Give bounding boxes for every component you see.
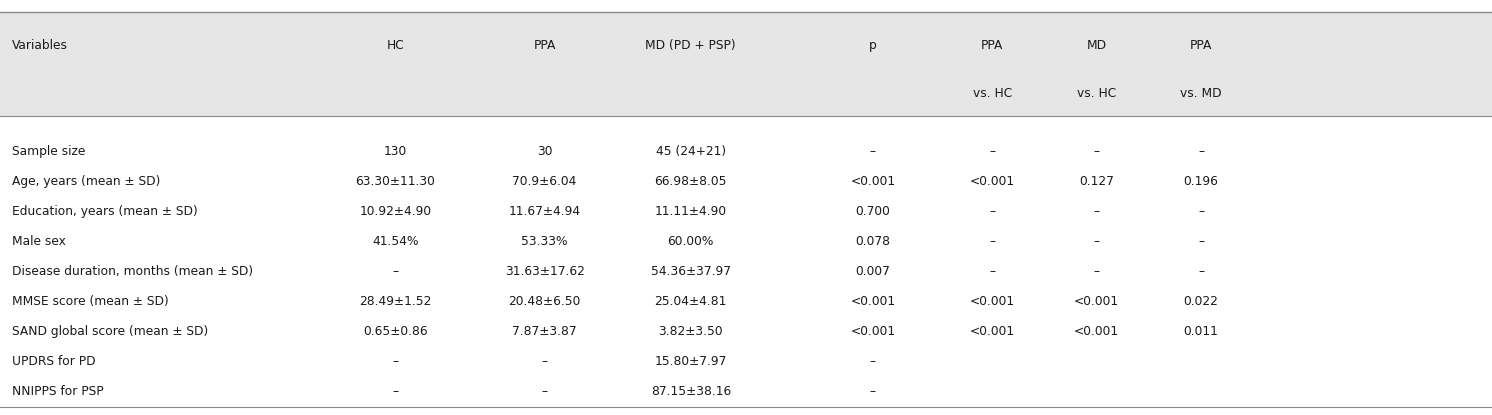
Text: 0.007: 0.007 — [855, 265, 891, 278]
Text: –: – — [392, 265, 398, 278]
Text: 11.67±4.94: 11.67±4.94 — [509, 205, 580, 218]
Text: NNIPPS for PSP: NNIPPS for PSP — [12, 385, 103, 398]
Text: PPA: PPA — [982, 39, 1003, 52]
Text: vs. HC: vs. HC — [973, 87, 1012, 100]
Text: Sample size: Sample size — [12, 145, 85, 159]
Text: 10.92±4.90: 10.92±4.90 — [360, 205, 431, 218]
Text: vs. MD: vs. MD — [1180, 87, 1222, 100]
Text: 0.011: 0.011 — [1183, 325, 1219, 338]
Bar — [0, 12, 1492, 116]
Text: 53.33%: 53.33% — [521, 235, 568, 248]
Text: 70.9±6.04: 70.9±6.04 — [512, 176, 577, 188]
Text: 0.078: 0.078 — [855, 235, 891, 248]
Text: –: – — [1094, 235, 1100, 248]
Text: <0.001: <0.001 — [970, 325, 1015, 338]
Text: <0.001: <0.001 — [850, 295, 895, 308]
Text: –: – — [989, 205, 995, 218]
Text: Age, years (mean ± SD): Age, years (mean ± SD) — [12, 176, 160, 188]
Text: –: – — [1198, 145, 1204, 159]
Text: –: – — [542, 355, 548, 368]
Text: Variables: Variables — [12, 39, 69, 52]
Text: –: – — [1094, 265, 1100, 278]
Text: MD (PD + PSP): MD (PD + PSP) — [646, 39, 736, 52]
Text: <0.001: <0.001 — [850, 325, 895, 338]
Text: 41.54%: 41.54% — [372, 235, 419, 248]
Text: –: – — [1094, 145, 1100, 159]
Text: UPDRS for PD: UPDRS for PD — [12, 355, 95, 368]
Text: –: – — [989, 265, 995, 278]
Text: –: – — [1198, 235, 1204, 248]
Text: 0.127: 0.127 — [1079, 176, 1115, 188]
Text: –: – — [989, 145, 995, 159]
Text: vs. HC: vs. HC — [1077, 87, 1116, 100]
Text: 45 (24+21): 45 (24+21) — [655, 145, 727, 159]
Text: 63.30±11.30: 63.30±11.30 — [355, 176, 436, 188]
Text: 130: 130 — [383, 145, 407, 159]
Text: 87.15±38.16: 87.15±38.16 — [651, 385, 731, 398]
Text: MMSE score (mean ± SD): MMSE score (mean ± SD) — [12, 295, 169, 308]
Text: –: – — [542, 385, 548, 398]
Text: –: – — [870, 355, 876, 368]
Text: 7.87±3.87: 7.87±3.87 — [512, 325, 577, 338]
Text: Disease duration, months (mean ± SD): Disease duration, months (mean ± SD) — [12, 265, 254, 278]
Text: 66.98±8.05: 66.98±8.05 — [655, 176, 727, 188]
Text: –: – — [1094, 205, 1100, 218]
Text: 60.00%: 60.00% — [667, 235, 715, 248]
Text: 28.49±1.52: 28.49±1.52 — [360, 295, 431, 308]
Text: 0.196: 0.196 — [1183, 176, 1219, 188]
Text: 15.80±7.97: 15.80±7.97 — [655, 355, 727, 368]
Text: 25.04±4.81: 25.04±4.81 — [655, 295, 727, 308]
Text: Male sex: Male sex — [12, 235, 66, 248]
Text: <0.001: <0.001 — [970, 295, 1015, 308]
Text: 11.11±4.90: 11.11±4.90 — [655, 205, 727, 218]
Text: MD: MD — [1086, 39, 1107, 52]
Text: –: – — [870, 385, 876, 398]
Text: <0.001: <0.001 — [970, 176, 1015, 188]
Text: –: – — [392, 385, 398, 398]
Text: 30: 30 — [537, 145, 552, 159]
Text: –: – — [1198, 205, 1204, 218]
Text: 20.48±6.50: 20.48±6.50 — [509, 295, 580, 308]
Text: PPA: PPA — [534, 39, 555, 52]
Text: –: – — [989, 235, 995, 248]
Text: PPA: PPA — [1191, 39, 1212, 52]
Text: Education, years (mean ± SD): Education, years (mean ± SD) — [12, 205, 197, 218]
Text: SAND global score (mean ± SD): SAND global score (mean ± SD) — [12, 325, 209, 338]
Text: –: – — [870, 145, 876, 159]
Text: <0.001: <0.001 — [1074, 325, 1119, 338]
Text: 31.63±17.62: 31.63±17.62 — [504, 265, 585, 278]
Text: –: – — [392, 355, 398, 368]
Text: 3.82±3.50: 3.82±3.50 — [658, 325, 724, 338]
Text: –: – — [1198, 265, 1204, 278]
Text: HC: HC — [386, 39, 404, 52]
Text: 0.022: 0.022 — [1183, 295, 1219, 308]
Text: 0.700: 0.700 — [855, 205, 891, 218]
Text: <0.001: <0.001 — [850, 176, 895, 188]
Text: 54.36±37.97: 54.36±37.97 — [651, 265, 731, 278]
Text: <0.001: <0.001 — [1074, 295, 1119, 308]
Text: p: p — [868, 39, 877, 52]
Text: 0.65±0.86: 0.65±0.86 — [363, 325, 428, 338]
